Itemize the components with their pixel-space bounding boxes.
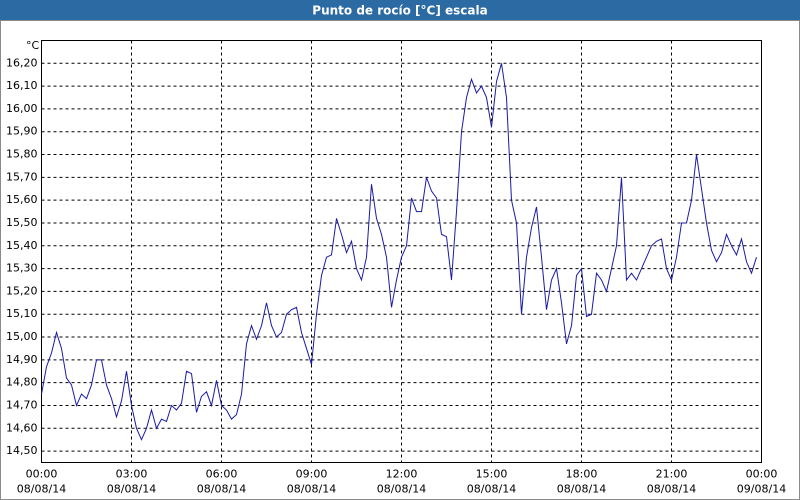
chart-title: Punto de rocío [°C] escala	[312, 4, 487, 18]
x-tick-date: 08/08/14	[107, 483, 156, 496]
y-tick-label: 14,50	[6, 444, 38, 457]
y-tick-label: 14,90	[6, 353, 38, 366]
y-tick-label: 15,60	[6, 193, 38, 206]
x-tick-date: 08/08/14	[467, 483, 516, 496]
x-tick-label: 03:00	[116, 468, 148, 481]
x-tick-label: 21:00	[656, 468, 688, 481]
x-tick-date: 08/08/14	[377, 483, 426, 496]
title-bar	[0, 0, 800, 20]
x-tick-label: 12:00	[386, 468, 418, 481]
x-tick-date: 08/08/14	[557, 483, 606, 496]
y-tick-label: 16,10	[6, 79, 38, 92]
y-tick-label: 15,90	[6, 125, 38, 138]
x-tick-label: 06:00	[206, 468, 238, 481]
y-tick-label: 15,00	[6, 330, 38, 343]
x-tick-label: 18:00	[566, 468, 598, 481]
y-tick-label: 15,20	[6, 284, 38, 297]
y-tick-label: 15,50	[6, 216, 38, 229]
y-tick-label: 14,80	[6, 376, 38, 389]
x-tick-date: 08/08/14	[17, 483, 66, 496]
x-tick-date: 08/08/14	[647, 483, 696, 496]
y-tick-label: 15,70	[6, 170, 38, 183]
x-tick-label: 00:00	[746, 468, 778, 481]
y-tick-label: 15,40	[6, 239, 38, 252]
x-tick-date: 08/08/14	[197, 483, 246, 496]
y-tick-label: 15,30	[6, 262, 38, 275]
x-tick-date: 08/08/14	[287, 483, 336, 496]
data-line	[41, 63, 757, 441]
y-tick-label: 14,60	[6, 421, 38, 434]
x-tick-label: 15:00	[476, 468, 508, 481]
y-tick-label: 16,20	[6, 56, 38, 69]
y-tick-label: 14,70	[6, 398, 38, 411]
x-tick-label: 09:00	[296, 468, 328, 481]
y-unit: °C	[26, 39, 40, 52]
x-tick-label: 00:00	[26, 468, 58, 481]
x-tick-date: 09/08/14	[737, 483, 786, 496]
y-tick-label: 15,10	[6, 307, 38, 320]
y-tick-label: 16,00	[6, 102, 38, 115]
y-tick-label: 15,80	[6, 148, 38, 161]
